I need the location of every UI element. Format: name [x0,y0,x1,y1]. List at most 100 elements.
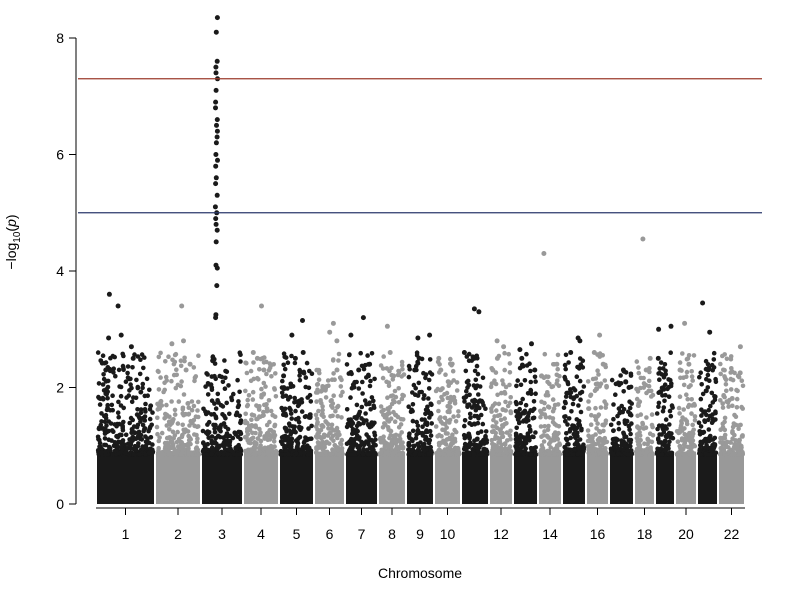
snp-point [722,374,727,379]
snp-point [711,418,716,424]
snp-point [732,432,737,438]
snp-point [114,423,119,429]
snp-point [307,368,312,374]
snp-point [662,398,667,404]
snp-point [643,382,649,388]
top-snp-point [300,318,305,323]
snp-point [248,368,254,374]
snp-point [102,449,108,455]
top-snp-point [365,373,371,379]
snp-point [287,405,292,411]
snp-point [734,405,740,410]
snp-point [361,418,367,423]
snp-point [159,452,164,457]
y-tick-label: 8 [56,30,64,46]
snp-point [506,351,512,357]
snp-point [685,404,691,410]
top-snp-point [334,338,340,344]
snp-point [322,433,328,438]
snp-point [109,402,115,408]
snp-point [143,401,148,407]
chromosome-1-dense-points [97,451,154,504]
snp-point [597,351,603,356]
snp-point [180,448,185,454]
snp-point [562,362,568,368]
snp-point [502,421,508,427]
snp-point [222,358,227,363]
snp-point [194,439,200,445]
snp-point [183,427,188,433]
snp-point [144,376,150,382]
snp-point [533,452,539,457]
snp-point [597,429,603,435]
snp-point [440,427,445,433]
snp-point [244,370,250,376]
snp-point [406,447,411,452]
snp-point [678,375,683,381]
snp-point [216,400,221,405]
snp-point [289,353,294,359]
snp-point [387,452,392,457]
snp-point [529,447,534,453]
snp-point [185,441,191,447]
x-axis: 1 2 3 4 5 6 7 8 9 10 12 14 16 18 20 22 [96,507,745,542]
snp-point [636,365,641,370]
snp-point [712,435,718,441]
snp-point [718,452,723,457]
snp-point [320,407,325,413]
snp-point [356,420,361,426]
top-snp-point [281,373,287,379]
snp-point [576,445,581,450]
snp-point [709,390,715,396]
snp-point [131,395,136,400]
snp-point [124,395,129,400]
snp-point [224,369,230,375]
snp-point [567,429,573,434]
top-snp-point [213,216,219,222]
chromosome-9-dense-points [407,451,433,504]
snp-point [601,423,607,428]
snp-point [400,417,406,422]
snp-point [206,430,212,435]
top-snp-point [115,303,121,309]
snp-point [636,441,642,446]
top-snp-point [501,344,507,350]
snp-point [524,351,529,357]
snp-point [421,445,426,450]
snp-point [209,445,215,451]
snp-point [681,442,687,447]
chromosome-20-dense-points [676,451,696,504]
snp-point [125,364,131,369]
snp-point [698,424,704,429]
snp-point [542,412,548,417]
snp-point [589,412,594,418]
snp-point [304,360,310,366]
snp-point [676,450,682,456]
snp-point [262,355,267,360]
snp-point [733,414,739,420]
snp-point [574,374,580,380]
snp-point [659,432,664,437]
snp-point [462,423,467,429]
snp-point [733,438,738,443]
snp-point [636,403,641,409]
snp-point [257,451,262,456]
snp-point [137,452,142,457]
snp-point [462,451,467,457]
snp-point [522,408,528,414]
snp-point [739,378,745,384]
snp-point [195,424,201,429]
snp-point [500,378,505,383]
snp-point [563,418,568,424]
snp-point [407,366,413,372]
snp-point [97,396,102,401]
snp-point [425,437,430,443]
top-snp-point [289,332,295,338]
snp-point [128,382,133,387]
top-snp-point [517,347,523,353]
snp-point [187,435,193,441]
snp-point [156,387,162,392]
snp-point [171,372,177,378]
snp-point [147,407,153,412]
snp-point [251,360,256,365]
